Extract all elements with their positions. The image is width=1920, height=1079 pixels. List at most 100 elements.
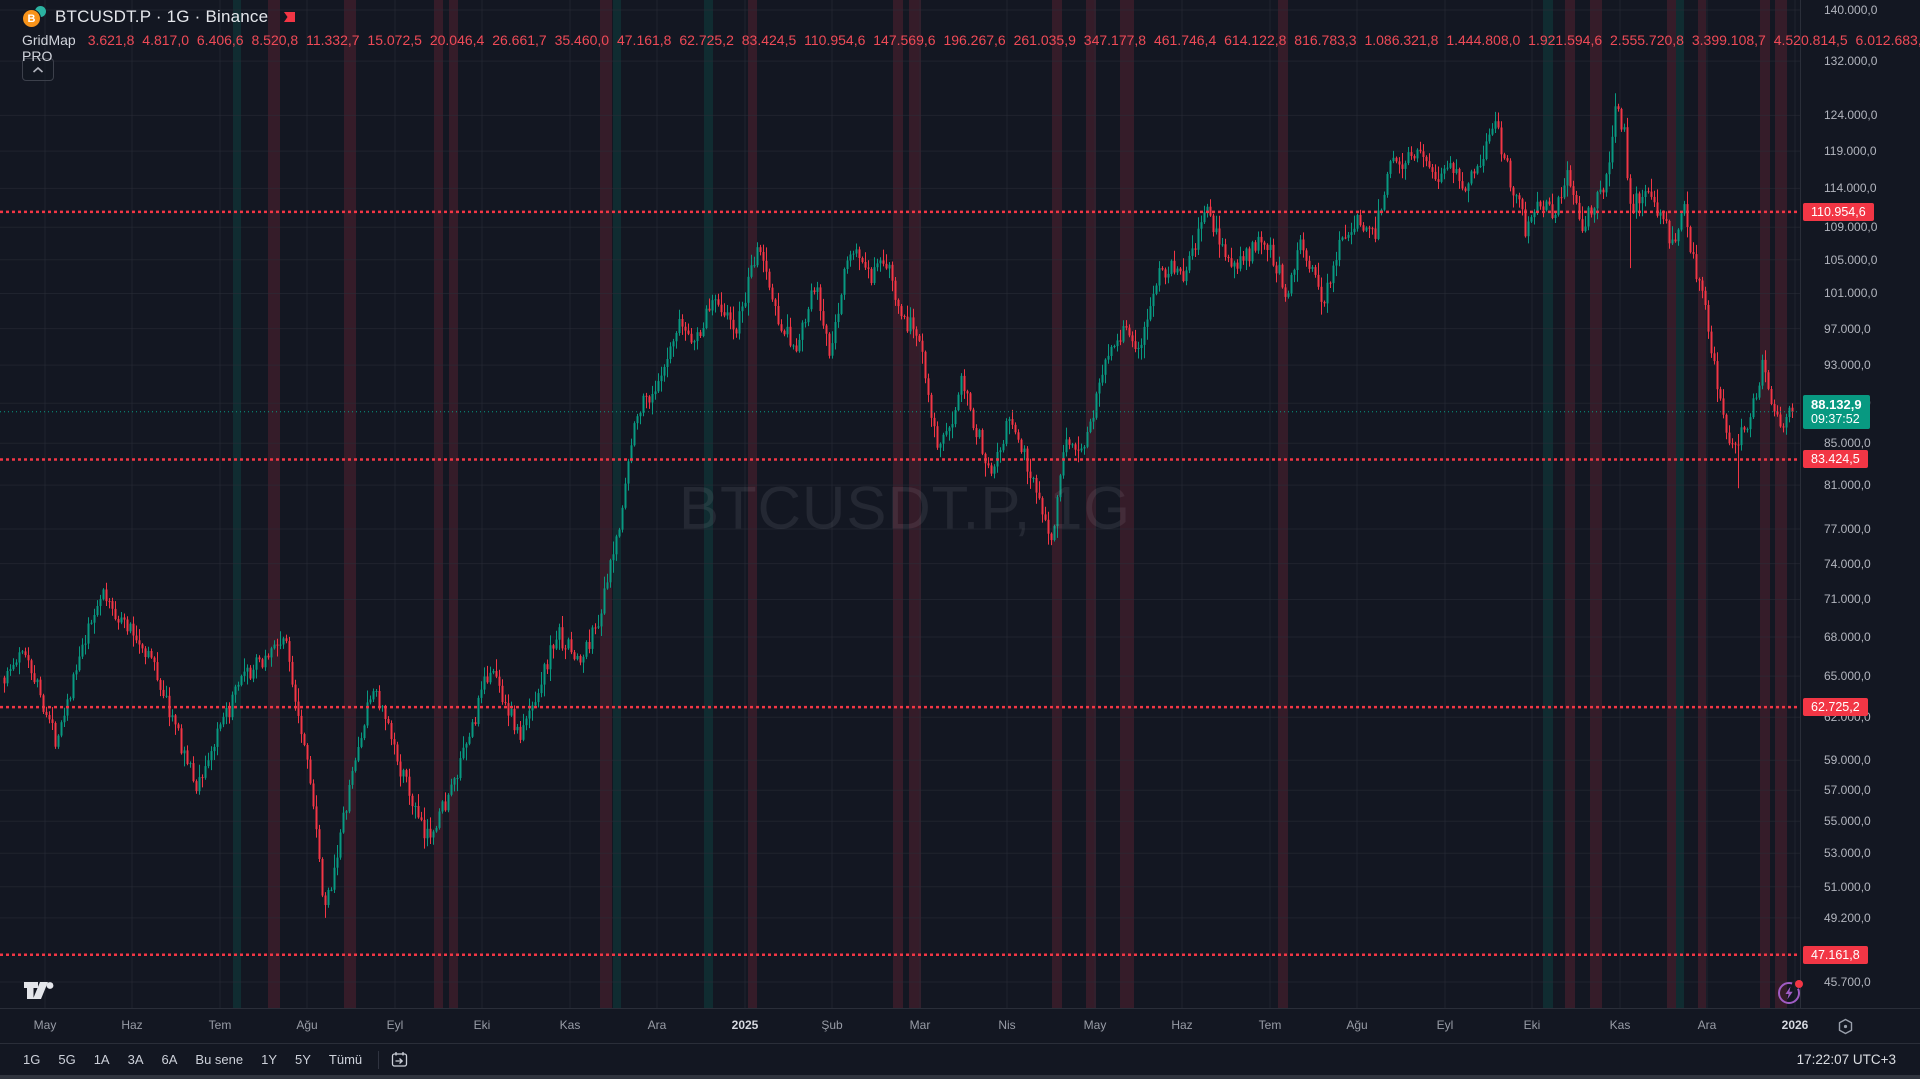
key-level-price-badge[interactable]: 83.424,5 xyxy=(1803,450,1868,469)
candle-body xyxy=(1086,432,1089,447)
go-to-date-button[interactable] xyxy=(386,1049,412,1071)
candle-body xyxy=(78,656,81,671)
quote-coin-icon xyxy=(35,6,46,17)
candle-body xyxy=(531,705,534,711)
indicator-name[interactable]: GridMap PRO xyxy=(22,32,76,64)
candle-body xyxy=(1683,204,1686,214)
axis-settings-gear-icon[interactable] xyxy=(1834,1016,1856,1036)
candle-body xyxy=(33,673,36,683)
chart-pane[interactable]: BTCUSDT.P, 1G xyxy=(0,0,1800,1008)
candle-body xyxy=(1101,374,1104,383)
session-clock[interactable]: 17:22:07 UTC+3 xyxy=(1796,1052,1896,1067)
range-button-tümü[interactable]: Tümü xyxy=(328,1052,363,1067)
range-button-1g[interactable]: 1G xyxy=(23,1052,41,1067)
candle-body xyxy=(63,715,66,723)
range-button-1y[interactable]: 1Y xyxy=(261,1052,278,1067)
candle-body xyxy=(969,393,972,410)
time-axis-label: May xyxy=(1083,1018,1107,1032)
candle-body xyxy=(3,677,6,684)
candle-body xyxy=(1245,248,1248,261)
time-axis-label: Tem xyxy=(1258,1018,1282,1032)
candle-body xyxy=(1410,152,1413,156)
candle-body xyxy=(519,726,522,740)
candle-body xyxy=(1215,228,1218,233)
candle-body xyxy=(570,639,573,653)
candle-body xyxy=(1248,248,1251,262)
range-button-6a[interactable]: 6A xyxy=(161,1052,178,1067)
candle-body xyxy=(261,659,264,668)
candle-body xyxy=(540,684,543,694)
candle-body xyxy=(741,306,744,312)
tradingview-logo[interactable] xyxy=(24,981,58,1005)
candle-body xyxy=(1212,215,1215,233)
candle-body xyxy=(1773,403,1776,412)
time-axis-label: Haz xyxy=(121,1018,143,1032)
candle-body xyxy=(1509,160,1512,188)
candle-body xyxy=(534,702,537,706)
candle-body xyxy=(477,697,480,724)
candle-body xyxy=(882,260,885,264)
candle-body xyxy=(1686,204,1689,227)
key-level-price-badge[interactable]: 47.161,8 xyxy=(1803,945,1868,964)
candle-body xyxy=(1251,242,1254,262)
range-button-3a[interactable]: 3A xyxy=(127,1052,144,1067)
symbol-title[interactable]: BTCUSDT.P · 1G · Binance xyxy=(55,7,269,26)
candle-body xyxy=(1347,234,1350,238)
candle-body xyxy=(1701,280,1704,291)
range-button-5y[interactable]: 5Y xyxy=(295,1052,311,1067)
candle-body xyxy=(1260,236,1263,243)
candle-body xyxy=(999,450,1002,453)
range-button-bu-sene[interactable]: Bu sene xyxy=(195,1052,244,1067)
candle-body xyxy=(129,623,132,632)
candle-body xyxy=(771,287,774,300)
candle-body xyxy=(1167,273,1170,278)
candle-body xyxy=(879,260,882,264)
time-axis[interactable]: May Haz Tem Ağu Eyl Eki Kas Ara 2025 Şub Mar Nis May… xyxy=(0,1008,1920,1043)
candle-body xyxy=(1584,226,1587,232)
candle-body xyxy=(1206,206,1209,213)
symbol-row[interactable]: B BTCUSDT.P · 1G · Binance xyxy=(22,5,1920,29)
candle-body xyxy=(960,375,963,395)
candle-body xyxy=(915,329,918,336)
key-level-price-badge[interactable]: 62.725,2 xyxy=(1803,698,1868,717)
candle-body xyxy=(393,739,396,745)
candle-body xyxy=(1641,197,1644,204)
key-level-price-badge[interactable]: 110.954,6 xyxy=(1803,202,1874,221)
candle-body xyxy=(1752,398,1755,418)
price-axis[interactable]: 140.000,0 132.000,0 124.000,0 119.000,0 114.… xyxy=(1800,0,1920,1008)
candle-body xyxy=(1761,359,1764,386)
candle-body xyxy=(105,589,108,602)
legend-collapse-button[interactable] xyxy=(22,58,54,81)
candle-body xyxy=(630,445,633,462)
candle-body xyxy=(1455,169,1458,173)
candle-body xyxy=(1407,152,1410,164)
indicator-row[interactable]: GridMap PRO 3.621,8 4.817,0 6.406,6 8.52… xyxy=(22,32,1920,64)
candle-body xyxy=(1227,256,1230,259)
price-tick-label: 109.000,0 xyxy=(1824,220,1878,235)
candlestick-chart[interactable] xyxy=(0,0,1800,1008)
candle-body xyxy=(1059,475,1062,498)
candle-body xyxy=(963,375,966,392)
bottom-toolbar: 1G 5G 1A 3A 6A Bu sene 1Y 5Y Tümü 17:22:07 UTC+3 xyxy=(0,1043,1920,1075)
candle-body xyxy=(1737,444,1740,446)
candle-body xyxy=(1173,260,1176,273)
candle-body xyxy=(684,326,687,331)
candle-body xyxy=(471,722,474,737)
time-axis-label: Nis xyxy=(998,1018,1016,1032)
range-button-1a[interactable]: 1A xyxy=(93,1052,110,1067)
candle-body xyxy=(411,795,414,807)
candle-body xyxy=(1053,526,1056,540)
range-button-5g[interactable]: 5G xyxy=(58,1052,76,1067)
candle-body xyxy=(450,784,453,795)
current-price-badge[interactable]: 88.132,9 09:37:52 xyxy=(1803,394,1870,429)
candle-body xyxy=(489,672,492,683)
candle-body xyxy=(96,606,99,615)
candle-body xyxy=(1080,448,1083,451)
candle-body xyxy=(1317,274,1320,287)
candle-body xyxy=(768,271,771,288)
time-axis-label: Tem xyxy=(208,1018,232,1032)
flag-icon[interactable] xyxy=(280,8,298,26)
boost-lightning-icon[interactable] xyxy=(1776,980,1804,1008)
candle-body xyxy=(861,258,864,262)
candle-body xyxy=(1698,279,1701,281)
